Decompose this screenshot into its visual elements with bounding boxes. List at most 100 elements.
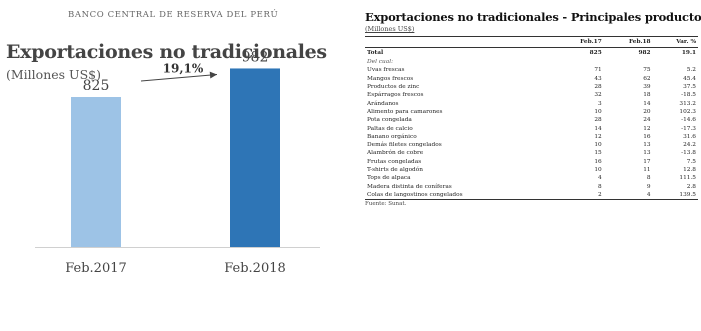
table-cell: Banano orgánico	[367, 133, 417, 140]
table-cell: 10	[594, 167, 602, 173]
table-row: Banano orgánico 12 16 31.6	[365, 133, 698, 141]
table-cell: Espárragos frescos	[367, 92, 424, 99]
table-cell: -14.6	[681, 117, 696, 124]
table-row: Paltas de calcio 14 12 -17.3	[365, 124, 698, 132]
table-cell: 8	[646, 175, 651, 182]
column-header	[365, 36, 555, 48]
table-cell: 14	[594, 125, 602, 132]
total-row: Total 825 982 19.1	[365, 48, 698, 59]
bank-name: BANCO CENTRAL DE RESERVA DEL PERÚ	[68, 10, 279, 20]
table-cell: 20	[643, 108, 651, 115]
table-cell: 15	[594, 150, 602, 157]
table-cell: Pota congelada	[367, 117, 412, 124]
table-row: Espárragos frescos 32 18 -18.5	[365, 91, 698, 99]
table-cell: 102.3	[679, 108, 696, 115]
table-cell: 10	[594, 108, 602, 115]
table-cell: 71	[594, 67, 602, 74]
table-cell: 13	[643, 142, 651, 149]
table-row: Colas de langostinos congelados 2 4 139.5	[365, 190, 698, 201]
table-cell: Alambrón de cobre	[367, 150, 424, 157]
bar-chart: 825 Feb.2017 982 Feb.2018 19,1%	[35, 49, 320, 276]
table-row: Tops de alpaca 4 8 111.5	[365, 174, 698, 182]
table-cell: 24	[643, 117, 651, 124]
table-cell: T-shirts de algodón	[367, 167, 423, 173]
table-row: Frutas congeladas 16 17 7.5	[365, 158, 698, 166]
section-label-row: Del cual:	[365, 58, 698, 66]
table-row: Alambrón de cobre 15 13 -13.8	[365, 149, 698, 157]
table-cell: 9	[646, 183, 651, 190]
table-row: Demás filetes congelados 10 13 24.2	[365, 141, 698, 149]
table-cell	[555, 58, 604, 66]
table-cell: Tops de alpaca	[367, 175, 411, 182]
table-cell: Madera distinta de coníferas	[367, 183, 452, 190]
table-cell: Uvas frescas	[367, 67, 405, 74]
table-cell: 43	[594, 75, 602, 82]
category-label-1: Feb.2018	[224, 261, 286, 276]
column-header: Var. %	[652, 36, 698, 48]
table-cell: 31.6	[683, 133, 696, 140]
column-header: Feb.18	[603, 36, 653, 48]
table-cell: 75	[643, 67, 651, 74]
table-cell: 17	[643, 158, 651, 165]
table-cell: 18	[643, 92, 651, 99]
table-cell: 4	[598, 175, 602, 182]
bar-value-label-1: 982	[242, 49, 269, 65]
table-cell: 825	[589, 50, 602, 56]
table-cell: 13	[643, 150, 651, 157]
table-cell: -13.8	[681, 150, 696, 157]
table-cell: 32	[594, 92, 602, 99]
table-cell: 10	[594, 142, 602, 149]
table-cell: Del cual:	[367, 59, 394, 66]
table-row: T-shirts de algodón 10 11 12.8	[365, 166, 698, 174]
table-cell: 16	[643, 133, 651, 140]
table-cell: 39	[643, 84, 651, 91]
table-row: Mangos frescos 43 62 45.4	[365, 75, 698, 83]
table-cell: 5.2	[686, 67, 696, 74]
table-cell: Alimento para camarones	[367, 108, 443, 115]
products-table-panel: Exportaciones no tradicionales - Princip…	[365, 10, 701, 208]
table-row: Alimento para camarones 10 20 102.3	[365, 108, 698, 116]
table-cell: 7.5	[686, 158, 696, 165]
column-header: Feb.17	[554, 36, 604, 48]
table-row: Arándanos 3 14 313.2	[365, 99, 698, 107]
table-cell: Frutas congeladas	[367, 158, 422, 165]
table-cell: 12.8	[683, 167, 696, 173]
table-cell: 313.2	[679, 100, 696, 107]
table-source: Fuente: Sunat.	[365, 201, 407, 208]
table-cell: 12	[594, 133, 602, 140]
table-cell: 8	[598, 183, 602, 190]
table-cell: Demás filetes congelados	[367, 142, 442, 149]
table-cell: 14	[643, 100, 651, 107]
table-cell: Arándanos	[367, 100, 399, 107]
bar-1	[230, 68, 280, 247]
bar-0	[71, 97, 121, 247]
table-row: Madera distinta de coníferas 8 9 2.8	[365, 182, 698, 190]
table-row: Uvas frescas 71 75 5.2	[365, 66, 698, 74]
table-cell: 2.8	[686, 183, 696, 190]
table-cell: 19.1	[681, 50, 696, 56]
table-cell: 4	[603, 190, 653, 201]
table-cell: 139.5	[652, 190, 698, 201]
table-cell: 982	[638, 50, 651, 56]
growth-arrow-head	[209, 71, 217, 79]
table-cell: Mangos frescos	[367, 75, 414, 82]
chart-title: Exportaciones no tradicionales	[6, 41, 327, 63]
table-cell: 11	[643, 167, 651, 173]
table-cell: 16	[594, 158, 602, 165]
table-cell: 37.5	[683, 84, 696, 91]
table-cell: 3	[598, 100, 602, 107]
table-subtitle: (Millones US$)	[365, 25, 415, 33]
products-table: Feb.17 Feb.18 Var. % Total 825 982 19.1 Del cu…	[365, 36, 698, 201]
table-cell: 28	[594, 84, 602, 91]
table-cell: 2	[554, 190, 604, 201]
category-label-0: Feb.2017	[65, 261, 127, 276]
table-cell: 111.5	[679, 175, 696, 182]
table-row: Productos de zinc 28 39 37.5	[365, 83, 698, 91]
table-body: Total 825 982 19.1 Del cual: Uvas frescas 71 75…	[365, 48, 698, 201]
table-cell: 45.4	[683, 75, 696, 82]
table-cell: Colas de langostinos congelados	[365, 190, 555, 201]
table-cell: -18.5	[681, 92, 696, 99]
table-cell	[653, 58, 698, 66]
table-header-row: Feb.17 Feb.18 Var. %	[365, 36, 698, 48]
table-cell: Productos de zinc	[367, 84, 420, 91]
